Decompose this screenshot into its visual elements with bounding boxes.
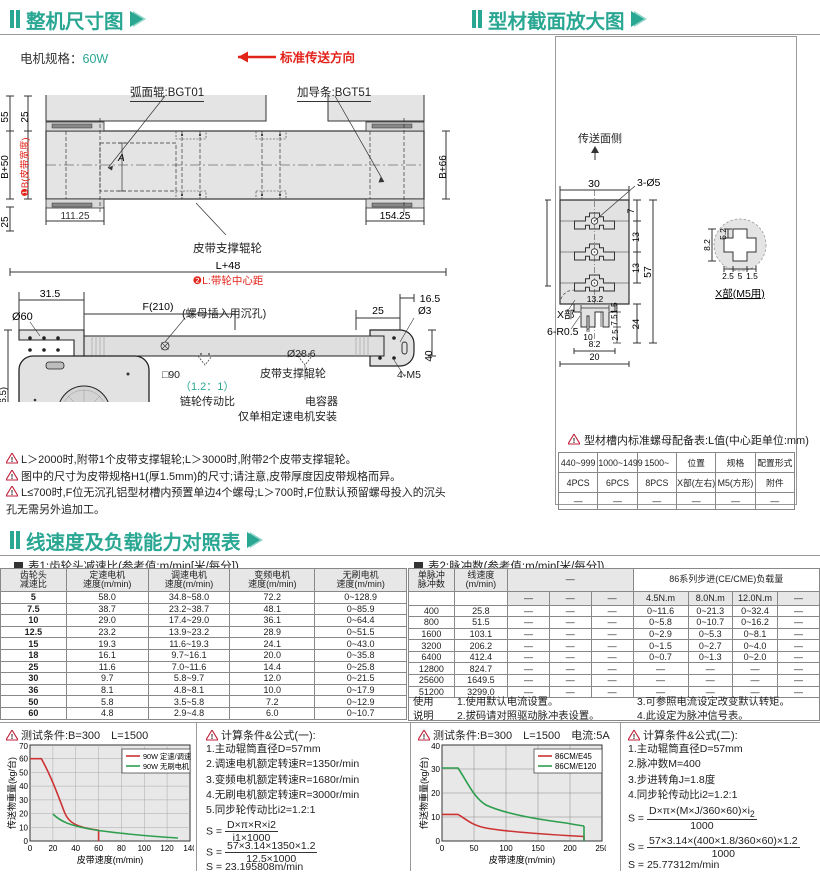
svg-text:5.2: 5.2 xyxy=(718,228,728,240)
svg-text:40: 40 xyxy=(545,237,548,249)
svg-text:0: 0 xyxy=(28,844,33,853)
svg-text:!: ! xyxy=(11,472,14,481)
svg-text:13: 13 xyxy=(631,263,641,273)
svg-text:24: 24 xyxy=(631,319,642,330)
svg-text:X部: X部 xyxy=(557,308,575,321)
svg-text:B+66: B+66 xyxy=(438,155,449,179)
svg-text:(216.5): (216.5) xyxy=(0,387,9,402)
svg-text:30: 30 xyxy=(431,765,440,774)
svg-text:7.5: 7.5 xyxy=(610,314,619,326)
svg-text:传送物重量(kg/台): 传送物重量(kg/台) xyxy=(6,757,17,829)
svg-text:传送物重量(kg/台): 传送物重量(kg/台) xyxy=(418,757,429,829)
svg-text:40: 40 xyxy=(431,743,440,751)
svg-text:皮带速度(m/min): 皮带速度(m/min) xyxy=(77,854,144,865)
svg-text:Ø3: Ø3 xyxy=(418,306,432,317)
svg-text:25: 25 xyxy=(0,216,11,228)
svg-text:Ø60: Ø60 xyxy=(12,311,33,323)
svg-text:100: 100 xyxy=(138,844,152,853)
svg-text:200: 200 xyxy=(563,844,577,853)
svg-text:A: A xyxy=(117,153,125,164)
svg-text:!: ! xyxy=(211,732,214,741)
svg-text:2.5: 2.5 xyxy=(611,329,620,341)
svg-text:90W 定速/调速: 90W 定速/调速 xyxy=(143,752,192,761)
svg-text:250: 250 xyxy=(595,844,606,853)
svg-text:5: 5 xyxy=(738,271,743,281)
svg-text:20: 20 xyxy=(19,810,28,819)
svg-text:60: 60 xyxy=(19,755,28,764)
svg-text:30: 30 xyxy=(19,796,28,805)
svg-text:1.5: 1.5 xyxy=(746,271,758,281)
svg-text:57: 57 xyxy=(642,266,654,278)
svg-text:0: 0 xyxy=(440,844,445,853)
svg-text:7: 7 xyxy=(626,208,636,213)
svg-text:!: ! xyxy=(11,455,14,464)
svg-text:140: 140 xyxy=(183,844,194,853)
svg-text:16.5: 16.5 xyxy=(420,293,441,305)
svg-text:13: 13 xyxy=(631,232,641,242)
svg-text:❶B(皮带宽度): ❶B(皮带宽度) xyxy=(19,137,31,196)
svg-text:80: 80 xyxy=(117,844,126,853)
svg-text:!: ! xyxy=(573,436,576,445)
svg-text:100: 100 xyxy=(499,844,513,853)
svg-text:X部(M5用): X部(M5用) xyxy=(715,287,765,300)
svg-text:B+50: B+50 xyxy=(0,155,11,179)
svg-text:90W 无刷电机: 90W 无刷电机 xyxy=(143,762,190,771)
svg-text:86CM/E45: 86CM/E45 xyxy=(555,752,593,761)
svg-text:86CM/E120: 86CM/E120 xyxy=(555,762,597,771)
svg-text:!: ! xyxy=(11,732,14,741)
svg-text:50: 50 xyxy=(470,844,479,853)
svg-text:31.5: 31.5 xyxy=(40,288,61,300)
svg-text:120: 120 xyxy=(160,844,174,853)
svg-text:!: ! xyxy=(633,732,636,741)
svg-text:150: 150 xyxy=(531,844,545,853)
svg-text:2.5: 2.5 xyxy=(722,271,734,281)
svg-text:111.25: 111.25 xyxy=(60,211,90,222)
svg-text:25: 25 xyxy=(372,305,384,317)
svg-text:皮带速度(m/min): 皮带速度(m/min) xyxy=(489,854,556,865)
svg-text:55: 55 xyxy=(0,111,11,123)
svg-text:13.2: 13.2 xyxy=(587,294,604,304)
svg-text:8.2: 8.2 xyxy=(702,239,712,251)
svg-text:6-R0.5: 6-R0.5 xyxy=(547,326,579,338)
svg-text:!: ! xyxy=(11,488,14,497)
svg-text:20: 20 xyxy=(48,844,57,853)
svg-text:3-Ø5: 3-Ø5 xyxy=(637,178,661,189)
svg-text:8.2: 8.2 xyxy=(589,339,601,349)
svg-text:L+48: L+48 xyxy=(216,262,241,272)
svg-text:40: 40 xyxy=(19,782,28,791)
svg-text:标准传送方向: 标准传送方向 xyxy=(279,50,355,65)
svg-text:154.25: 154.25 xyxy=(380,211,411,222)
svg-text:10: 10 xyxy=(431,813,440,822)
svg-text:20: 20 xyxy=(431,789,440,798)
svg-text:❷L:带轮中心距: ❷L:带轮中心距 xyxy=(193,274,264,287)
svg-text:1.5: 1.5 xyxy=(610,302,619,314)
svg-text:25: 25 xyxy=(20,111,31,123)
svg-text:70: 70 xyxy=(19,743,28,751)
svg-text:!: ! xyxy=(423,732,426,741)
svg-text:50: 50 xyxy=(19,768,28,777)
svg-text:10: 10 xyxy=(19,823,28,832)
svg-text:40: 40 xyxy=(71,844,80,853)
svg-text:40: 40 xyxy=(424,350,435,362)
svg-text:60: 60 xyxy=(94,844,103,853)
svg-text:20: 20 xyxy=(589,352,599,362)
svg-text:F(210): F(210) xyxy=(143,301,174,313)
svg-text:30: 30 xyxy=(588,178,600,190)
